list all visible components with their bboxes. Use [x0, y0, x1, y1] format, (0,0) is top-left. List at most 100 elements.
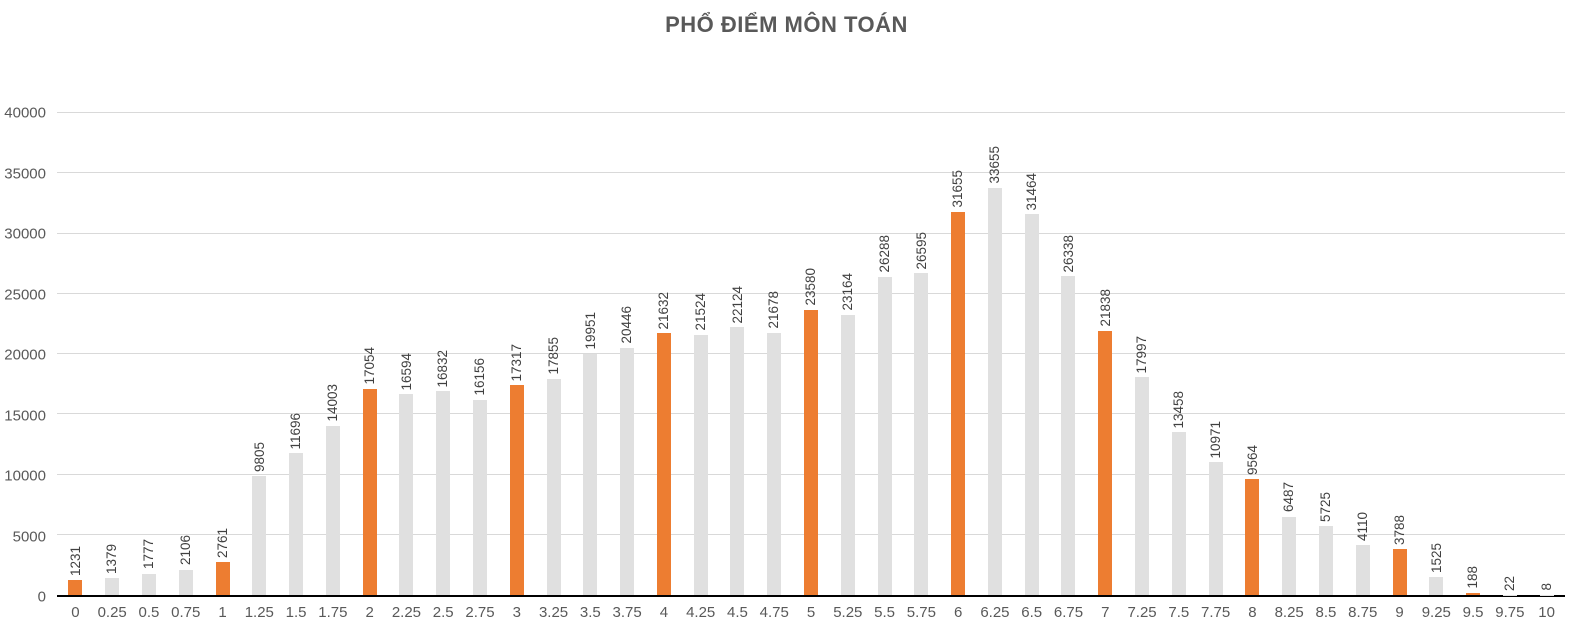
bar-slot: 10971	[1197, 113, 1234, 595]
bar	[472, 399, 487, 595]
x-axis-tick-label: 5.5	[874, 604, 895, 621]
x-axis-tick-label: 10	[1538, 604, 1555, 621]
bar-value-label: 23580	[803, 268, 819, 306]
x-axis-tick-label: 6.5	[1021, 604, 1043, 621]
bar	[546, 378, 561, 595]
x-axis-tick-label: 5.25	[833, 604, 863, 621]
bar	[1318, 525, 1333, 595]
bar	[840, 314, 855, 595]
bar-slot: 1231	[57, 113, 94, 595]
bar-slot: 11696	[278, 113, 315, 595]
bar-value-label: 8	[1538, 583, 1554, 591]
bar	[509, 385, 524, 595]
bar-slot: 26288	[866, 113, 903, 595]
bar	[804, 309, 819, 595]
bar-slot: 17855	[535, 113, 572, 595]
x-axis-tick-label: 4.75	[759, 604, 789, 621]
bar-slot: 2761	[204, 113, 241, 595]
bar-value-label: 16832	[435, 349, 451, 388]
bar-value-label: 21838	[1097, 289, 1113, 327]
bar-slot: 16156	[462, 113, 499, 595]
bar	[1208, 462, 1223, 595]
bar-slot: 33655	[977, 113, 1014, 595]
bar-value-label: 10971	[1207, 420, 1223, 459]
bar-value-label: 16156	[472, 357, 488, 396]
bar-value-label: 1777	[141, 539, 157, 570]
y-axis-tick-label: 25000	[4, 286, 46, 303]
bar-slot: 22124	[719, 113, 756, 595]
bar-slot: 13458	[1160, 113, 1197, 595]
bar	[987, 187, 1002, 595]
bar-value-label: 2761	[214, 527, 230, 558]
bar-slot: 5725	[1308, 113, 1345, 595]
bar-value-label: 188	[1465, 566, 1481, 589]
x-axis-tick-label: 3	[512, 604, 521, 621]
bar	[951, 211, 966, 595]
bar-slot: 21524	[682, 113, 719, 595]
x-axis: 0 0.25 0.5 0.75 1 1.25 1.5 1.75 2 2.25 2.5 2.75 3 3.2…	[57, 604, 1565, 621]
bar	[914, 273, 929, 595]
x-axis-tick-label: 0.75	[171, 604, 201, 621]
x-axis-tick-label: 8	[1248, 604, 1257, 621]
x-axis-tick-label: 2.5	[432, 604, 454, 621]
bar-value-label: 20446	[619, 306, 635, 344]
x-axis-tick-label: 1.5	[285, 604, 307, 621]
bar-slot: 21632	[646, 113, 683, 595]
bar-value-label: 33655	[987, 146, 1003, 184]
bar-slot: 22	[1491, 113, 1528, 595]
bar	[1098, 330, 1113, 595]
x-axis-tick-label: 9.75	[1495, 604, 1525, 621]
y-axis-tick-label: 5000	[12, 528, 46, 545]
bar-value-label: 26288	[876, 235, 892, 273]
bar-value-label: 17997	[1134, 335, 1150, 374]
bar-slot: 1379	[94, 113, 131, 595]
bar-slot: 21838	[1087, 113, 1124, 595]
bar-value-label: 14003	[325, 384, 341, 422]
x-axis-tick-label: 1.25	[244, 604, 274, 621]
bar	[767, 332, 782, 595]
bar-value-label: 5725	[1318, 491, 1334, 522]
bar-slot: 21678	[756, 113, 793, 595]
bar	[399, 394, 414, 595]
y-axis-tick-label: 20000	[4, 346, 46, 364]
gridline	[57, 172, 1565, 174]
bar	[141, 573, 156, 595]
x-axis-tick-label: 9.5	[1462, 604, 1484, 621]
x-axis-tick-label: 6	[953, 604, 963, 621]
x-axis-tick-label: 4	[659, 604, 669, 621]
bar-value-label: 23164	[840, 273, 856, 311]
bar	[656, 333, 671, 595]
x-axis-tick-label: 0	[71, 604, 80, 621]
bar-value-label: 1525	[1428, 542, 1444, 573]
gridline	[57, 232, 1565, 234]
bar-value-label: 19951	[582, 312, 598, 350]
x-axis-tick-label: 7	[1101, 604, 1110, 621]
bar-value-label: 31464	[1023, 172, 1039, 211]
x-axis-tick-label: 1	[218, 604, 227, 621]
x-axis-tick-label: 2.75	[465, 604, 495, 621]
bar	[289, 453, 304, 595]
x-axis-tick-label: 3.5	[579, 604, 601, 621]
bar-slot: 16832	[425, 113, 462, 595]
bar-value-label: 16594	[398, 352, 414, 391]
x-axis-tick-label: 0.25	[97, 604, 127, 621]
bar-value-label: 1379	[104, 544, 120, 575]
bar-value-label: 13458	[1171, 390, 1187, 429]
bar-slot: 1777	[131, 113, 168, 595]
x-axis-tick-label: 8.75	[1348, 604, 1378, 621]
chart-title: PHỔ ĐIỂM MÔN TOÁN	[665, 12, 908, 37]
bar	[1245, 479, 1260, 595]
x-axis-tick-label: 0.5	[138, 604, 160, 621]
bar-value-label: 9805	[251, 442, 267, 473]
bar	[730, 327, 745, 595]
bar-slot: 17054	[351, 113, 388, 595]
x-axis-tick-label: 8.25	[1274, 604, 1304, 621]
y-axis-tick-label: 30000	[4, 225, 46, 243]
bar-slot: 3788	[1381, 113, 1418, 595]
x-axis-tick-label: 6.25	[980, 604, 1010, 621]
x-axis-tick-label: 4.5	[727, 604, 748, 621]
x-axis-tick-label: 2.25	[391, 604, 422, 621]
y-axis-tick-label: 0	[37, 588, 46, 606]
bar-slot: 23580	[793, 113, 830, 595]
